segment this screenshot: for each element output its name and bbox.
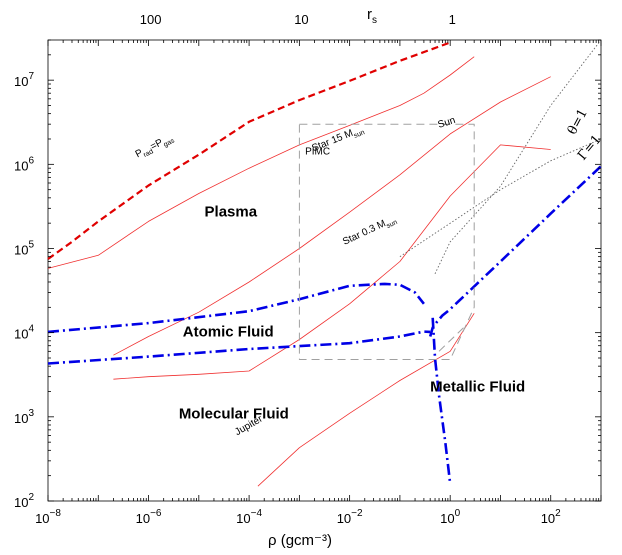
region-atomic: Atomic Fluid [183, 324, 274, 341]
series-boundary_vertical [431, 317, 452, 484]
series-theta1 [434, 39, 602, 274]
x-tick-label: 102 [541, 508, 561, 526]
annotation-sun: Sun [437, 115, 457, 131]
region-labels-layer: Plasma Atomic Fluid Metallic Fluid Molecula… [179, 203, 525, 422]
series-sun [113, 76, 551, 356]
y-tick-label: 106 [14, 155, 34, 173]
top-tick-label: 10 [294, 12, 308, 27]
series-prad_pgas [47, 41, 451, 260]
y-tick-label: 107 [14, 71, 34, 89]
y-tick-label: 102 [14, 492, 34, 510]
series-boundary_plasma [47, 282, 425, 334]
ticks-layer [47, 39, 602, 502]
x-tick-label: 10−2 [337, 508, 363, 526]
top-axis-title: rs [367, 6, 377, 26]
annotation-pimc: PIMC [305, 147, 330, 158]
plot-area [47, 39, 602, 502]
annotation-prad: Prad=Pgas [134, 132, 177, 162]
region-metallic: Metallic Fluid [430, 378, 525, 395]
top-tick-label: 1 [449, 12, 456, 27]
x-tick-label: 100 [440, 508, 460, 526]
region-plasma: Plasma [205, 203, 258, 220]
series-pimc [298, 123, 475, 360]
series-jupiter [257, 313, 475, 487]
top-tick-label: 100 [140, 12, 162, 27]
annotation-gamma: Γ=1 [575, 132, 605, 163]
series-pimc_diag [438, 325, 466, 352]
top-axis-title-main: r [367, 6, 372, 23]
top-axis-title-sub: s [372, 15, 377, 26]
annotation-star03: Star 0.3 Msun [341, 213, 399, 249]
series-star03 [113, 144, 551, 380]
series-boundary_atomic [47, 330, 431, 365]
tick-labels-layer: 10−8 10−6 10−4 10−2 100 102 102 103 104 105 106 107… [14, 12, 561, 526]
curves-layer [47, 39, 602, 487]
x-tick-label: 10−4 [236, 508, 262, 526]
annotation-theta: θ=1 [565, 107, 591, 138]
region-molecular: Molecular Fluid [179, 406, 289, 423]
y-tick-label: 105 [14, 239, 34, 257]
series-boundary_metal [428, 165, 602, 337]
x-tick-label: 10−6 [136, 508, 162, 526]
series-gamma1 [399, 138, 602, 258]
x-tick-label: 10−8 [35, 508, 61, 526]
series-star15 [47, 56, 475, 269]
y-tick-label: 103 [14, 408, 34, 426]
x-axis-title: ρ (gcm⁻³) [268, 532, 332, 549]
y-tick-label: 104 [14, 324, 34, 342]
